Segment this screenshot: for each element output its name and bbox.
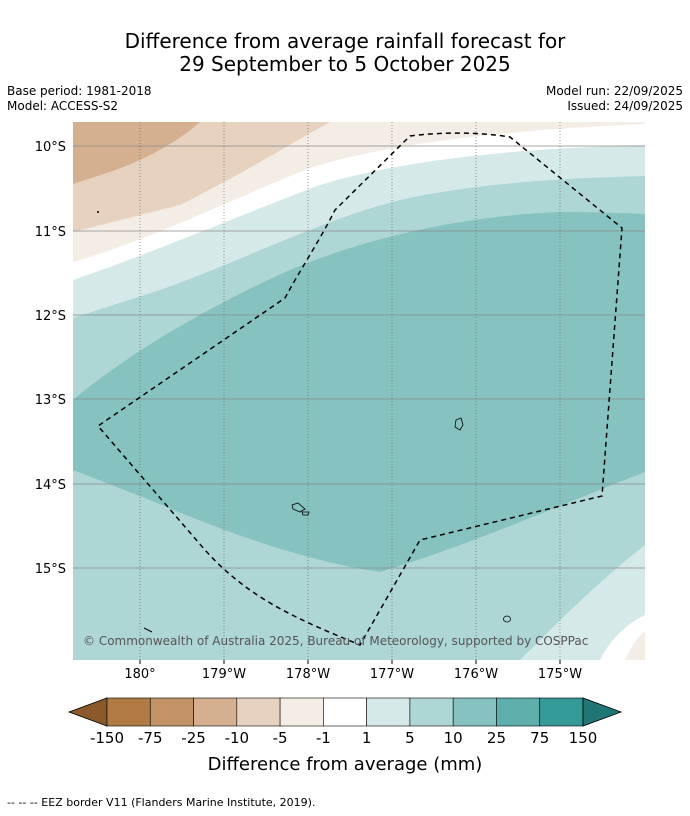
colorbar-tick-label: -150 xyxy=(90,729,124,747)
title-line-1: Difference from average rainfall forecas… xyxy=(124,29,566,53)
colorbar-swatch xyxy=(236,697,281,727)
lon-label: 177°W xyxy=(370,667,414,682)
island-5 xyxy=(143,627,153,633)
colorbar-ticks: -150 -75 -25 -10 -5 -1 1 5 10 25 75 150 xyxy=(90,729,597,747)
gridlines xyxy=(73,145,645,569)
colorbar-swatch xyxy=(149,697,194,727)
map-figure: © Commonwealth of Australia 2025, Bureau… xyxy=(35,122,645,775)
colorbar-swatch xyxy=(193,697,238,727)
field-minus5-south xyxy=(625,632,645,660)
lat-label: 14°S xyxy=(35,478,66,493)
island-1 xyxy=(454,417,464,431)
lat-labels: 10°S 11°S 12°S 13°S 14°S 15°S xyxy=(35,140,66,577)
colorbar-swatch xyxy=(106,697,151,727)
colorbar-swatch xyxy=(409,697,454,727)
model-name: Model: ACCESS-S2 xyxy=(7,99,119,113)
issued-date: Issued: 24/09/2025 xyxy=(567,99,683,113)
colorbar-extend-high xyxy=(582,697,623,727)
colorbar-tick-label: -25 xyxy=(181,729,206,747)
colorbar-tick-label: 5 xyxy=(405,729,415,747)
colorbar-swatch xyxy=(539,697,584,727)
colorbar-tick-label: -5 xyxy=(273,729,288,747)
colorbar-swatch xyxy=(496,697,541,727)
copyright-text: © Commonwealth of Australia 2025, Bureau… xyxy=(83,634,588,648)
lon-label: 176°W xyxy=(454,667,498,682)
colorbar-tick-label: 10 xyxy=(444,729,463,747)
lon-label: 178°W xyxy=(286,667,330,682)
colorbar-tick-label: 1 xyxy=(362,729,372,747)
title-line-2: 29 September to 5 October 2025 xyxy=(179,52,511,76)
field-minus25-minus10 xyxy=(73,122,200,184)
colorbar-swatch xyxy=(452,697,497,727)
meta-right: Model run: 22/09/2025 Issued: 24/09/2025 xyxy=(546,84,683,114)
lon-label: 179°W xyxy=(202,667,246,682)
colorbar xyxy=(67,697,623,727)
island-2 xyxy=(291,502,306,513)
colorbar-tick-label: 75 xyxy=(530,729,549,747)
eez-footnote: -- -- -- EEZ border V11 (Flanders Marine… xyxy=(7,796,316,809)
lat-label: 12°S xyxy=(35,309,66,324)
lat-label: 13°S xyxy=(35,393,66,408)
colorbar-label: Difference from average (mm) xyxy=(208,754,483,775)
colorbar-extend-low xyxy=(67,697,108,727)
field-1-5-south xyxy=(520,545,645,660)
colorbar-swatch xyxy=(279,697,324,727)
chart-title: Difference from average rainfall forecas… xyxy=(0,30,690,76)
base-period: Base period: 1981-2018 xyxy=(7,84,152,98)
eez-border xyxy=(96,132,623,646)
colorbar-tick-label: -75 xyxy=(138,729,163,747)
colorbar-swatch xyxy=(323,697,367,727)
lon-labels: 180° 179°W 178°W 177°W 176°W 175°W xyxy=(124,667,582,682)
map-panel: © Commonwealth of Australia 2025, Bureau… xyxy=(73,122,645,660)
model-run: Model run: 22/09/2025 xyxy=(545,84,683,98)
field-5-10-south xyxy=(73,598,370,660)
lon-label: 180° xyxy=(124,667,155,682)
island-4 xyxy=(503,615,511,623)
meta-left: Base period: 1981-2018 Model: ACCESS-S2 xyxy=(7,84,152,114)
island-3 xyxy=(301,511,310,516)
lat-label: 15°S xyxy=(35,562,66,577)
colorbar-tick-label: -1 xyxy=(316,729,331,747)
lat-label: 10°S xyxy=(35,140,66,155)
colorbar-swatch xyxy=(366,697,411,727)
field-10-25 xyxy=(73,212,645,572)
island-6 xyxy=(97,211,99,213)
lat-label: 11°S xyxy=(35,225,66,240)
colorbar-tick-label: 25 xyxy=(487,729,506,747)
field-1-5 xyxy=(73,145,645,318)
colorbar-tick-label: -10 xyxy=(225,729,250,747)
colorbar-tick-label: 150 xyxy=(569,729,598,747)
lon-ticks xyxy=(139,660,561,664)
lon-label: 175°W xyxy=(538,667,582,682)
